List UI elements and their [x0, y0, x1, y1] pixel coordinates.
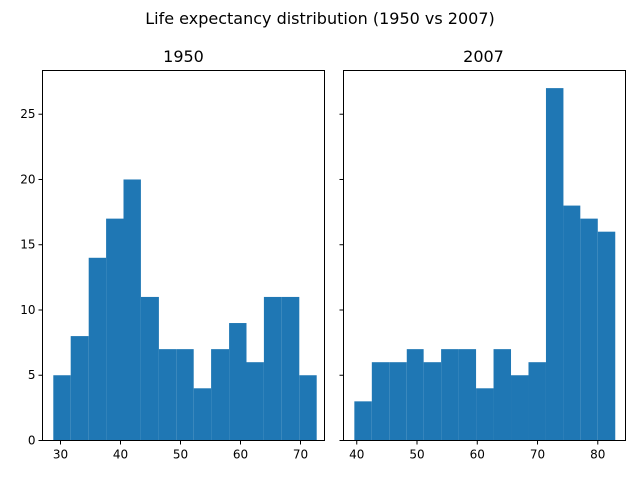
histogram-bar-2007-12	[563, 205, 581, 441]
y-tick-label-1950-20: 20	[20, 172, 35, 186]
histogram-bar-2007-2	[389, 362, 407, 441]
subplot-1950: 1950 30 40 50 60 70 0 5 10 15 20 25	[20, 47, 325, 462]
histogram-bar-2007-7	[476, 388, 494, 441]
subplot-2007: 2007 40 50 60 70 80	[339, 47, 626, 462]
bars-1950	[53, 179, 317, 441]
figure-title: Life expectancy distribution (1950 vs 20…	[145, 9, 494, 28]
x-tick-label-2007-80: 80	[590, 448, 605, 462]
histogram-bar-1950-1	[70, 336, 89, 441]
histogram-bar-2007-1	[371, 362, 390, 441]
histogram-bar-1950-0	[53, 375, 71, 441]
ticks-1950: 30 40 50 60 70 0 5 10 15 20 25	[20, 107, 308, 461]
x-tick-label-1950-70: 70	[293, 448, 308, 462]
x-tick-label-2007-60: 60	[470, 448, 485, 462]
x-tick-label-1950-60: 60	[233, 448, 248, 462]
y-tick-label-1950-0: 0	[28, 434, 36, 448]
x-tick-label-2007-40: 40	[349, 448, 364, 462]
histogram-bar-2007-0	[354, 401, 372, 441]
subplot-title-1950: 1950	[163, 47, 204, 66]
histogram-bar-1950-12	[263, 296, 282, 441]
histogram-bar-1950-6	[158, 349, 177, 441]
histogram-bar-1950-9	[211, 349, 230, 441]
histogram-bar-1950-3	[106, 218, 124, 441]
y-tick-label-1950-5: 5	[28, 368, 36, 382]
histogram-bar-2007-13	[580, 218, 598, 441]
plot-frame-1950	[42, 70, 325, 441]
histogram-bar-1950-10	[229, 323, 247, 441]
histogram-bar-2007-9	[511, 375, 529, 441]
histogram-bar-1950-5	[140, 296, 159, 441]
histogram-bar-1950-13	[281, 296, 300, 441]
x-tick-label-2007-50: 50	[409, 448, 424, 462]
histogram-bar-2007-3	[406, 349, 424, 441]
histogram-bar-2007-14	[597, 231, 616, 441]
y-tick-label-1950-15: 15	[20, 238, 35, 252]
y-tick-label-1950-25: 25	[20, 107, 35, 121]
x-tick-label-2007-70: 70	[530, 448, 545, 462]
subplot-title-2007: 2007	[463, 47, 504, 66]
histogram-bar-2007-6	[458, 349, 477, 441]
histogram-bar-2007-5	[441, 349, 459, 441]
x-tick-label-1950-30: 30	[53, 448, 68, 462]
x-tick-label-1950-50: 50	[173, 448, 188, 462]
histogram-bar-2007-8	[493, 349, 512, 441]
plot-frame-2007	[343, 70, 626, 441]
histogram-bar-1950-11	[246, 362, 264, 441]
ticks-2007: 40 50 60 70 80	[339, 113, 605, 462]
histogram-bar-2007-11	[545, 88, 564, 441]
x-tick-label-1950-40: 40	[113, 448, 128, 462]
bars-2007	[354, 88, 616, 441]
histogram-bar-1950-4	[123, 179, 141, 441]
histogram-bar-2007-4	[423, 362, 442, 441]
histogram-bar-1950-8	[193, 388, 212, 441]
histogram-bar-2007-10	[528, 362, 546, 441]
histogram-bar-1950-2	[88, 257, 107, 441]
histogram-bar-1950-14	[299, 375, 317, 441]
histogram-bar-1950-7	[176, 349, 194, 441]
y-tick-label-1950-10: 10	[20, 303, 35, 317]
